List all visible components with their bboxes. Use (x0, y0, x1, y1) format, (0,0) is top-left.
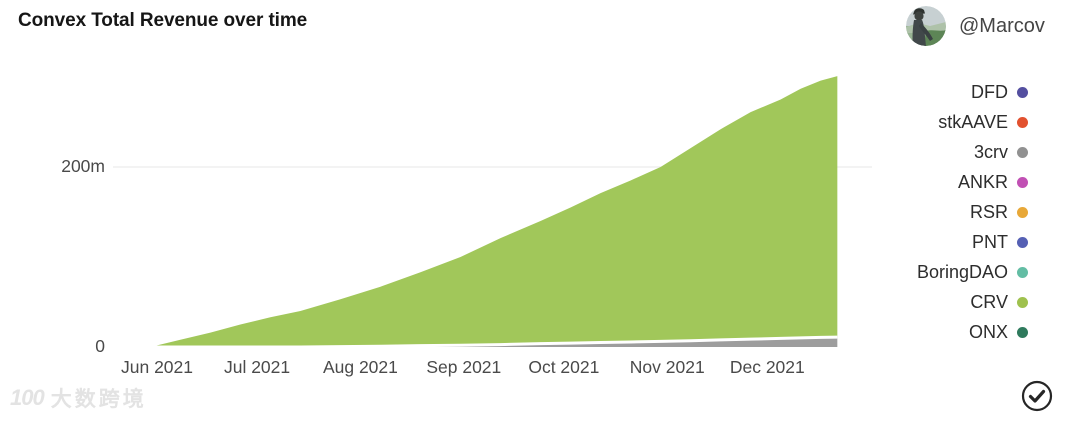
legend-item-crv[interactable]: CRV (917, 287, 1028, 317)
y-tick-0: 0 (95, 336, 105, 356)
legend-label: DFD (971, 81, 1008, 102)
legend-dot-icon (1017, 326, 1028, 338)
legend-item-ankr[interactable]: ANKR (917, 167, 1028, 197)
profile: @Marcov (906, 6, 1045, 46)
legend-dot-icon (1017, 266, 1028, 278)
avatar[interactable] (906, 6, 946, 46)
legend-dot-icon (1017, 146, 1028, 158)
avatar-photo-icon (906, 6, 946, 46)
x-tick-sep-2021: Sep 2021 (426, 357, 502, 377)
x-tick-dec-2021: Dec 2021 (729, 357, 805, 377)
x-tick-oct-2021: Oct 2021 (528, 357, 600, 377)
watermark: 100 大数跨境 (10, 383, 147, 413)
legend-label: stkAAVE (938, 111, 1008, 132)
legend-item-3crv[interactable]: 3crv (917, 137, 1028, 167)
legend-label: CRV (970, 291, 1008, 312)
legend-item-stkaave[interactable]: stkAAVE (917, 107, 1028, 137)
check-circle-button[interactable] (1020, 379, 1054, 413)
legend-label: ONX (968, 321, 1008, 342)
legend-item-pnt[interactable]: PNT (917, 227, 1028, 257)
legend-dot-icon (1017, 206, 1028, 218)
area-CRV (150, 76, 838, 347)
x-tick-jun-2021: Jun 2021 (120, 357, 194, 377)
band-separator (150, 335, 838, 349)
legend-label: BoringDAO (916, 261, 1008, 282)
legend-label: PNT (972, 231, 1008, 252)
check-circle-icon (1021, 380, 1053, 412)
x-tick-aug-2021: Aug 2021 (322, 357, 398, 377)
watermark-text: 大数跨境 (50, 388, 147, 411)
legend-dot-icon (1017, 296, 1028, 308)
y-tick-200m: 200m (61, 156, 105, 176)
legend-label: 3crv (973, 141, 1008, 162)
legend-item-dfd[interactable]: DFD (917, 77, 1028, 107)
legend-item-boringdao[interactable]: BoringDAO (917, 257, 1028, 287)
area-3crv (150, 337, 838, 347)
profile-handle[interactable]: @Marcov (959, 14, 1045, 37)
chart-legend: DFD stkAAVE 3crv ANKR RSR PNT BoringDAO CRV ONX (917, 77, 1028, 347)
legend-dot-icon (1017, 116, 1028, 128)
x-tick-nov-2021: Nov 2021 (629, 357, 705, 377)
legend-dot-icon (1017, 86, 1028, 98)
legend-dot-icon (1017, 236, 1028, 248)
legend-dot-icon (1017, 176, 1028, 188)
page-title: Convex Total Revenue over time (18, 10, 308, 31)
watermark-logo: 100 (10, 385, 45, 410)
legend-item-rsr[interactable]: RSR (917, 197, 1028, 227)
x-tick-jul-2021: Jul 2021 (223, 357, 291, 377)
legend-label: RSR (969, 201, 1008, 222)
legend-label: ANKR (957, 171, 1008, 192)
legend-item-onx[interactable]: ONX (917, 317, 1028, 347)
